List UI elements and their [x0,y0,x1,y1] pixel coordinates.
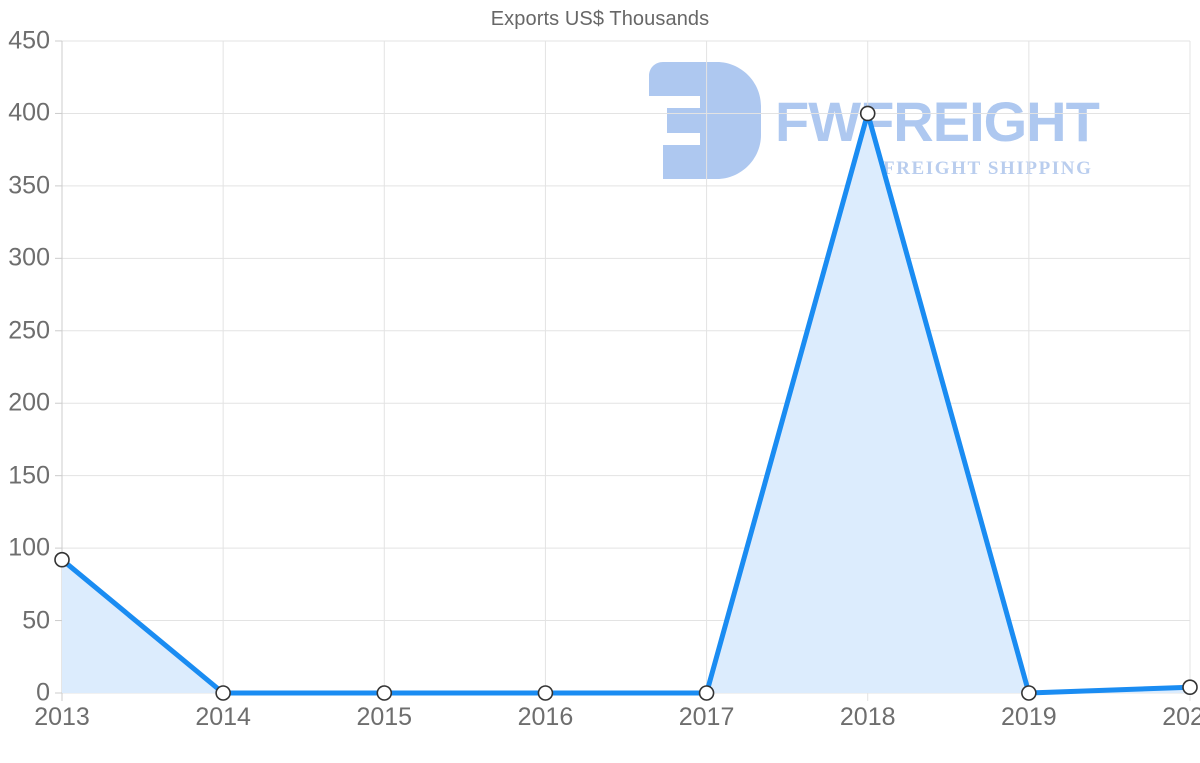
axis-lines [55,40,63,701]
y-axis-label: 200 [8,388,50,417]
x-axis-label: 2017 [678,703,735,731]
x-axis-label: 2015 [356,703,413,731]
x-axis-label: 2014 [195,703,251,731]
x-axis-label: 2018 [839,703,896,731]
data-point-marker[interactable] [1021,685,1037,701]
gridlines [61,40,1191,701]
x-axis-label: 2019 [1001,703,1057,731]
y-axis-label: 250 [8,316,50,345]
data-point-marker[interactable] [215,685,231,701]
chart-title: Exports US$ Thousands [490,8,710,30]
y-axis-label: 50 [22,606,50,635]
x-axis-label: 2016 [517,703,574,731]
x-axis-label: 2013 [34,703,90,731]
data-point-marker[interactable] [859,105,876,122]
x-axis-label: 2020 [1162,703,1200,731]
y-axis-label: 300 [8,243,50,272]
area-fill [62,113,1190,693]
y-axis-label: 400 [8,98,50,127]
data-line [59,110,1193,696]
data-point-marker[interactable] [54,551,70,568]
data-point-marker[interactable] [376,685,393,701]
y-axis-label: 100 [8,533,50,562]
data-point-marker[interactable] [1182,679,1198,696]
data-point-markers [54,105,1198,701]
data-point-marker[interactable] [537,685,554,701]
y-axis-label: 150 [8,461,50,490]
y-axis-label: 350 [8,171,50,200]
data-point-marker[interactable] [698,685,715,701]
y-axis-label: 0 [36,678,50,707]
y-axis-label: 450 [8,26,50,55]
